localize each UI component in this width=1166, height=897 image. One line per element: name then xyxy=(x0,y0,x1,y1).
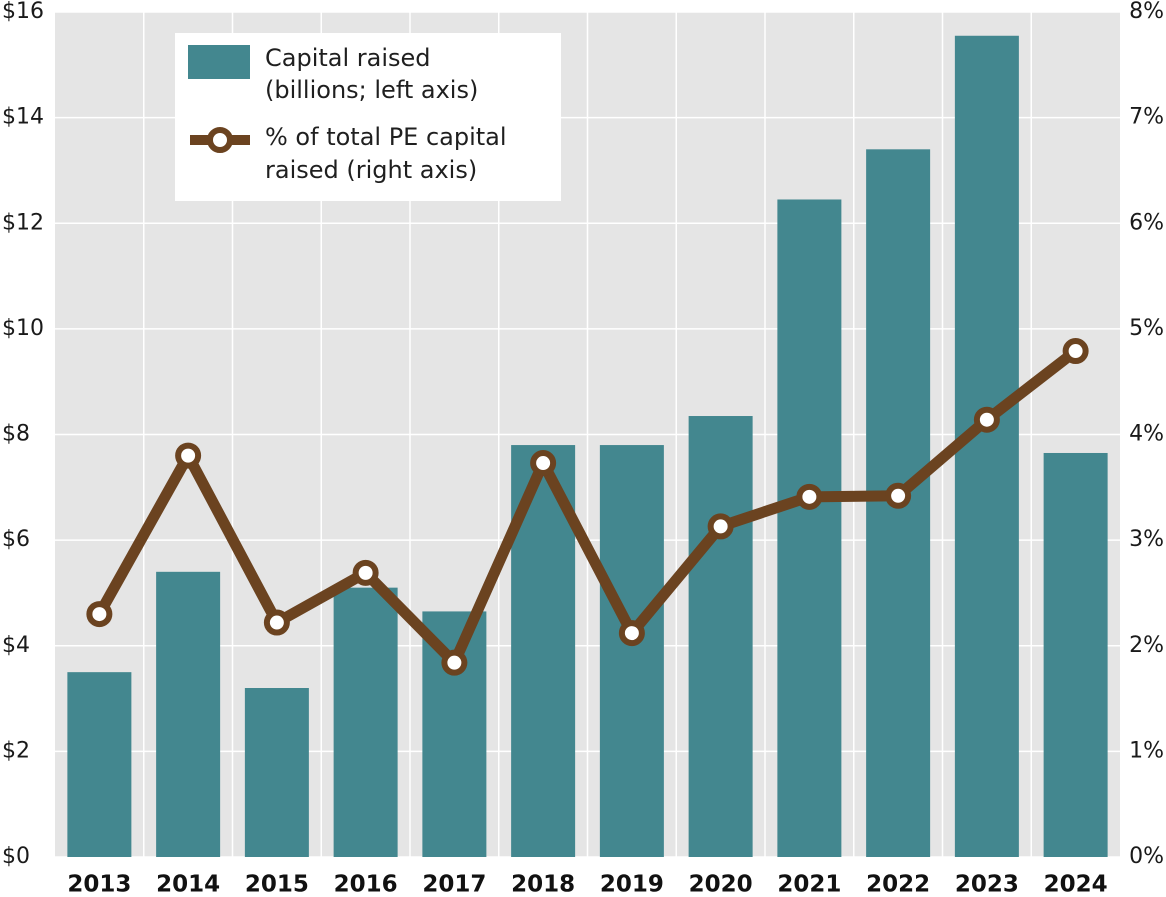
bar xyxy=(777,199,842,857)
left-axis-tick-label: $8 xyxy=(2,422,30,447)
bar xyxy=(688,416,753,857)
bar xyxy=(422,611,487,857)
right-axis-tick-label: 7% xyxy=(1129,105,1164,130)
x-axis-tick-label: 2019 xyxy=(600,872,664,897)
x-axis: 2013 2014 2015 2016 2017 2018 2019 2020 2021 2022… xyxy=(67,872,1107,897)
line-point xyxy=(707,513,734,540)
legend-bar-label-line2: (billions; left axis) xyxy=(265,76,478,104)
legend-line-marker xyxy=(207,127,233,153)
right-axis-tick-label: 6% xyxy=(1129,210,1164,235)
x-axis-tick-label: 2015 xyxy=(245,872,309,897)
x-axis-tick-label: 2016 xyxy=(334,872,398,897)
right-axis-tick-label: 2% xyxy=(1129,633,1164,658)
line-point xyxy=(263,609,290,636)
x-axis-tick-label: 2021 xyxy=(777,872,841,897)
legend-line-label-line1: % of total PE capital xyxy=(265,123,507,151)
x-axis-tick-label: 2020 xyxy=(689,872,753,897)
bar xyxy=(1043,452,1108,857)
legend-bar-swatch xyxy=(188,45,250,79)
right-axis-tick-label: 4% xyxy=(1129,422,1164,447)
right-axis-tick-label: 0% xyxy=(1129,844,1164,869)
bar xyxy=(599,445,664,857)
x-axis-tick-label: 2013 xyxy=(67,872,131,897)
right-axis-tick-label: 1% xyxy=(1129,738,1164,763)
line-point xyxy=(1062,338,1089,365)
left-axis-tick-label: $10 xyxy=(2,316,44,341)
x-axis-tick-label: 2024 xyxy=(1044,872,1108,897)
left-axis-tick-label: $6 xyxy=(2,527,30,552)
x-axis-tick-label: 2023 xyxy=(955,872,1019,897)
bar xyxy=(333,587,398,857)
line-point xyxy=(618,620,645,647)
left-axis-tick-label: $2 xyxy=(2,738,30,763)
right-axis: 0% 1% 2% 3% 4% 5% 6% 7% 8% xyxy=(1129,0,1164,869)
line-point xyxy=(175,442,202,469)
legend: Capital raised (billions; left axis) % o… xyxy=(175,33,561,201)
bar xyxy=(156,571,221,857)
left-axis-tick-label: $4 xyxy=(2,633,30,658)
left-axis-tick-label: $0 xyxy=(2,844,30,869)
bar xyxy=(954,35,1019,857)
legend-bar-label-line1: Capital raised xyxy=(265,44,431,72)
line-point xyxy=(86,601,113,628)
left-axis-tick-label: $14 xyxy=(2,105,44,130)
x-axis-tick-label: 2018 xyxy=(511,872,575,897)
line-point xyxy=(530,450,557,477)
right-axis-tick-label: 3% xyxy=(1129,527,1164,552)
bar-series xyxy=(67,35,1108,857)
line-point xyxy=(796,483,823,510)
x-axis-tick-label: 2014 xyxy=(156,872,220,897)
line-path xyxy=(94,346,1079,673)
bar xyxy=(67,672,132,857)
x-axis-tick-label: 2022 xyxy=(866,872,930,897)
left-axis-tick-label: $12 xyxy=(2,210,44,235)
x-axis-tick-label: 2017 xyxy=(422,872,486,897)
line-point xyxy=(885,482,912,509)
legend-line-label-line2: raised (right axis) xyxy=(265,156,477,184)
line-series xyxy=(86,338,1089,676)
right-axis-tick-label: 5% xyxy=(1129,316,1164,341)
right-axis-tick-label: 8% xyxy=(1129,0,1164,24)
left-axis-tick-label: $16 xyxy=(2,0,44,24)
line-point xyxy=(441,649,468,676)
line-point xyxy=(352,559,379,586)
line-point xyxy=(973,406,1000,433)
bar xyxy=(244,688,309,857)
left-axis: $0 $2 $4 $6 $8 $10 $12 $14 $16 xyxy=(2,0,44,869)
